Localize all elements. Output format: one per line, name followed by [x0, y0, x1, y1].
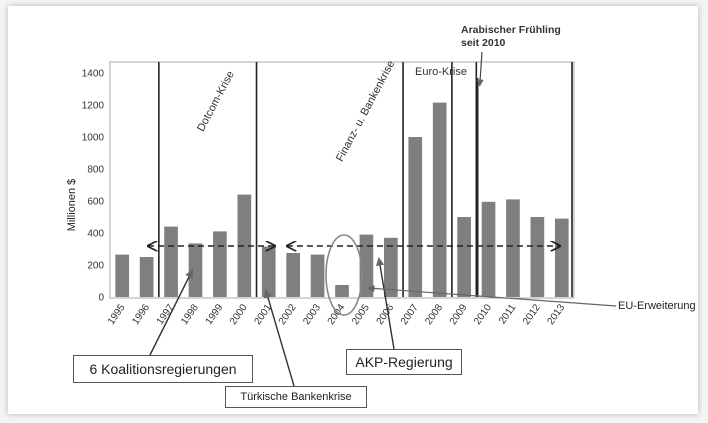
bar-1999 [213, 231, 227, 297]
bar-2003 [310, 254, 325, 297]
x-tick-label: 2005 [350, 302, 372, 327]
turkish-banking-crisis-box: Türkische Bankenkrise [225, 386, 367, 408]
x-tick-label: 2009 [448, 302, 470, 327]
bar-1995 [115, 254, 130, 297]
arab-spring-line2: seit 2010 [461, 37, 506, 49]
y-tick-label: 1400 [82, 69, 105, 80]
y-tick-label: 200 [87, 261, 104, 272]
euro-crisis-label: Euro-Krise [415, 66, 467, 78]
bar-2001 [261, 246, 276, 297]
bar-2009 [457, 217, 471, 297]
bank-crisis-pointer [263, 289, 295, 387]
plot-area [109, 61, 575, 299]
highlight-ellipse-2004 [325, 234, 363, 316]
arab-spring-pointer [476, 51, 484, 87]
y-tick-label: 0 [98, 293, 104, 304]
x-tick-label: 2010 [472, 302, 494, 327]
x-tick-label: 1995 [106, 302, 128, 327]
eu-enlargement-pointer [367, 284, 617, 307]
akp-government-box: AKP-Regierung [346, 349, 462, 375]
bar-2010 [481, 201, 496, 297]
x-tick-label: 2013 [545, 302, 567, 327]
x-tick-label: 2008 [423, 302, 445, 327]
x-tick-label: 2003 [301, 302, 323, 327]
akp-pointer [375, 257, 395, 350]
bar-2013 [554, 218, 569, 297]
coalition-pointer [149, 269, 194, 356]
x-tick-label: 1998 [179, 302, 201, 327]
bar-2008 [432, 102, 447, 297]
x-tick-label: 2001 [252, 302, 274, 327]
bar-2004 [335, 285, 349, 297]
x-tick-label: 1996 [130, 302, 152, 327]
y-axis-label: Millionen $ [66, 179, 78, 232]
bar-1996 [139, 257, 154, 297]
y-tick-label: 400 [87, 229, 104, 240]
x-tick-label: 2006 [375, 302, 397, 327]
arab-spring-label: Arabischer Frühling seit 2010 [461, 24, 561, 50]
x-tick-label: 2002 [277, 302, 299, 327]
bar-1998 [188, 243, 203, 297]
bar-2006 [384, 237, 398, 297]
bar-1997 [164, 226, 178, 297]
arab-spring-line1: Arabischer Frühling [461, 24, 561, 36]
y-tick-label: 1000 [82, 133, 105, 144]
bar-2002 [286, 253, 300, 297]
x-tick-label: 2012 [521, 302, 543, 327]
y-tick-label: 600 [87, 197, 104, 208]
coalition-governments-box: 6 Koalitionsregierungen [73, 355, 253, 383]
bar-2012 [530, 217, 545, 297]
x-tick-label: 2011 [497, 302, 519, 326]
y-tick-label: 800 [87, 165, 104, 176]
eu-enlargement-label: EU-Erweiterung [618, 300, 696, 312]
x-tick-label: 2007 [399, 302, 421, 327]
y-tick-label: 1200 [82, 101, 105, 112]
x-tick-label: 1999 [204, 302, 226, 327]
bar-2011 [506, 199, 520, 297]
x-tick-label: 2000 [228, 302, 250, 327]
bar-2007 [408, 137, 423, 297]
